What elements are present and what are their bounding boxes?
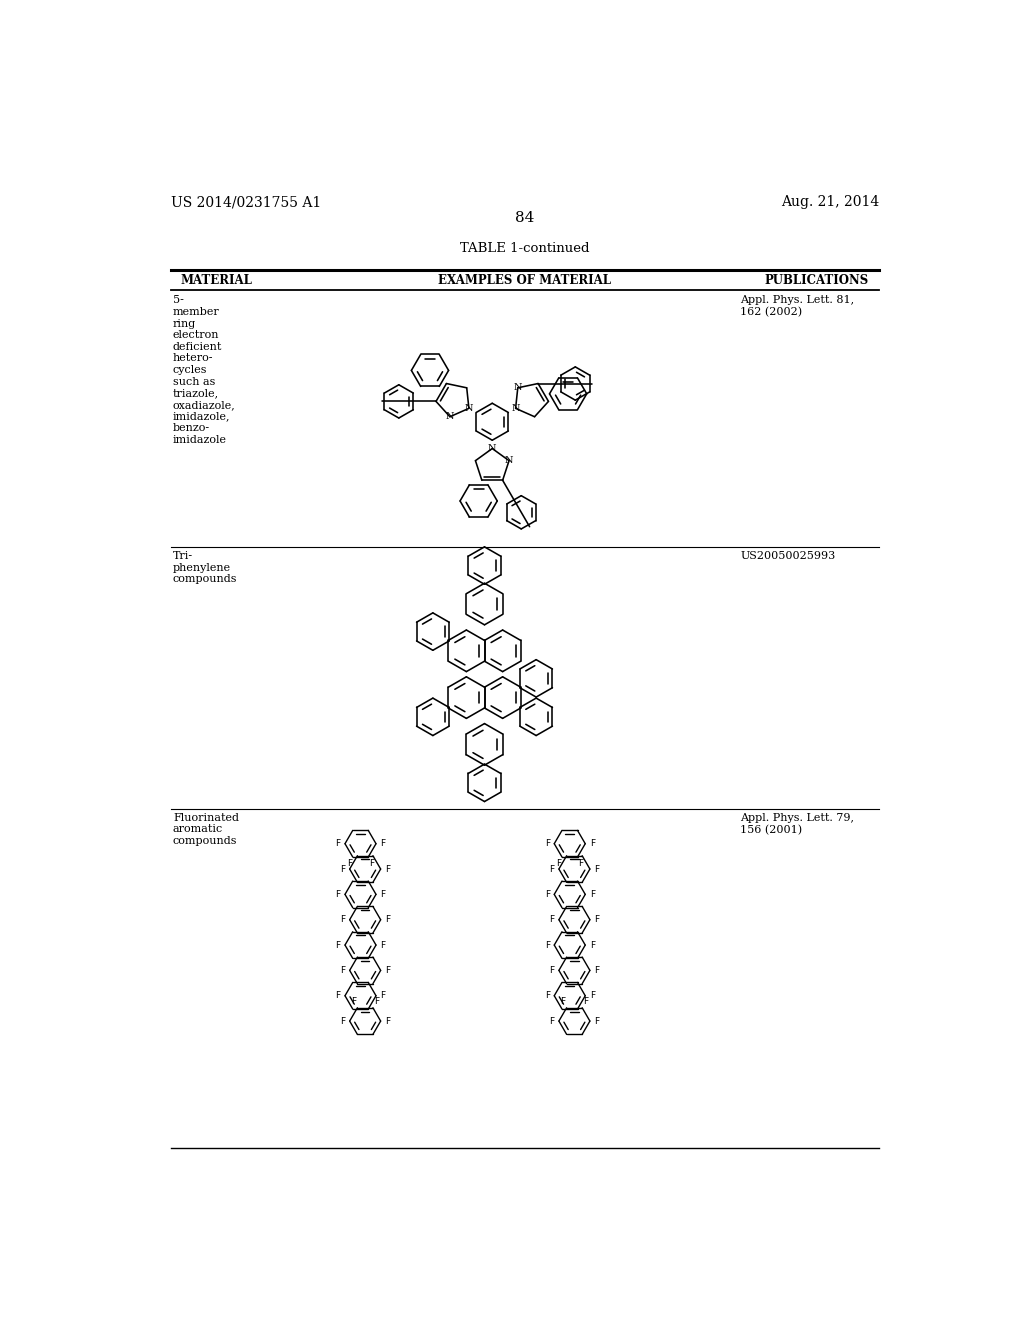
Text: F: F (340, 865, 345, 874)
Text: F: F (380, 941, 386, 949)
Text: F: F (549, 865, 554, 874)
Text: Appl. Phys. Lett. 81,
162 (2002): Appl. Phys. Lett. 81, 162 (2002) (740, 296, 854, 317)
Text: F: F (340, 915, 345, 924)
Text: F: F (370, 858, 375, 867)
Text: US20050025993: US20050025993 (740, 552, 836, 561)
Text: F: F (336, 840, 341, 849)
Text: N: N (445, 412, 455, 421)
Text: F: F (590, 991, 595, 1001)
Text: Appl. Phys. Lett. 79,
156 (2001): Appl. Phys. Lett. 79, 156 (2001) (740, 813, 854, 834)
Text: F: F (545, 941, 550, 949)
Text: F: F (556, 858, 561, 867)
Text: F: F (545, 840, 550, 849)
Text: F: F (545, 991, 550, 1001)
Text: F: F (545, 890, 550, 899)
Text: F: F (380, 840, 386, 849)
Text: F: F (336, 890, 341, 899)
Text: F: F (351, 997, 356, 1006)
Text: F: F (385, 865, 390, 874)
Text: PUBLICATIONS: PUBLICATIONS (765, 275, 869, 286)
Text: N: N (513, 383, 522, 392)
Text: F: F (590, 890, 595, 899)
Text: F: F (385, 1016, 390, 1026)
Text: F: F (590, 840, 595, 849)
Text: N: N (465, 404, 473, 413)
Text: F: F (549, 1016, 554, 1026)
Text: N: N (505, 457, 513, 465)
Text: F: F (594, 915, 599, 924)
Text: F: F (336, 991, 341, 1001)
Text: 84: 84 (515, 211, 535, 224)
Text: F: F (380, 991, 386, 1001)
Text: F: F (583, 997, 588, 1006)
Text: F: F (549, 915, 554, 924)
Text: F: F (347, 858, 352, 867)
Text: F: F (594, 865, 599, 874)
Text: F: F (340, 966, 345, 975)
Text: 5-
member
ring
electron
deficient
hetero-
cycles
such as
triazole,
oxadiazole,
i: 5- member ring electron deficient hetero… (173, 296, 236, 445)
Text: F: F (590, 941, 595, 949)
Text: US 2014/0231755 A1: US 2014/0231755 A1 (171, 195, 321, 210)
Text: F: F (560, 997, 565, 1006)
Text: F: F (594, 966, 599, 975)
Text: MATERIAL: MATERIAL (180, 275, 253, 286)
Text: Tri-
phenylene
compounds: Tri- phenylene compounds (173, 552, 238, 585)
Text: Aug. 21, 2014: Aug. 21, 2014 (780, 195, 879, 210)
Text: F: F (385, 966, 390, 975)
Text: F: F (336, 941, 341, 949)
Text: N: N (511, 404, 520, 413)
Text: Fluorinated
aromatic
compounds: Fluorinated aromatic compounds (173, 813, 239, 846)
Text: TABLE 1-continued: TABLE 1-continued (460, 242, 590, 255)
Text: F: F (380, 890, 386, 899)
Text: EXAMPLES OF MATERIAL: EXAMPLES OF MATERIAL (438, 275, 611, 286)
Text: F: F (549, 966, 554, 975)
Text: F: F (594, 1016, 599, 1026)
Text: F: F (340, 1016, 345, 1026)
Text: F: F (385, 915, 390, 924)
Text: F: F (374, 997, 379, 1006)
Text: F: F (579, 858, 584, 867)
Text: N: N (488, 444, 497, 453)
